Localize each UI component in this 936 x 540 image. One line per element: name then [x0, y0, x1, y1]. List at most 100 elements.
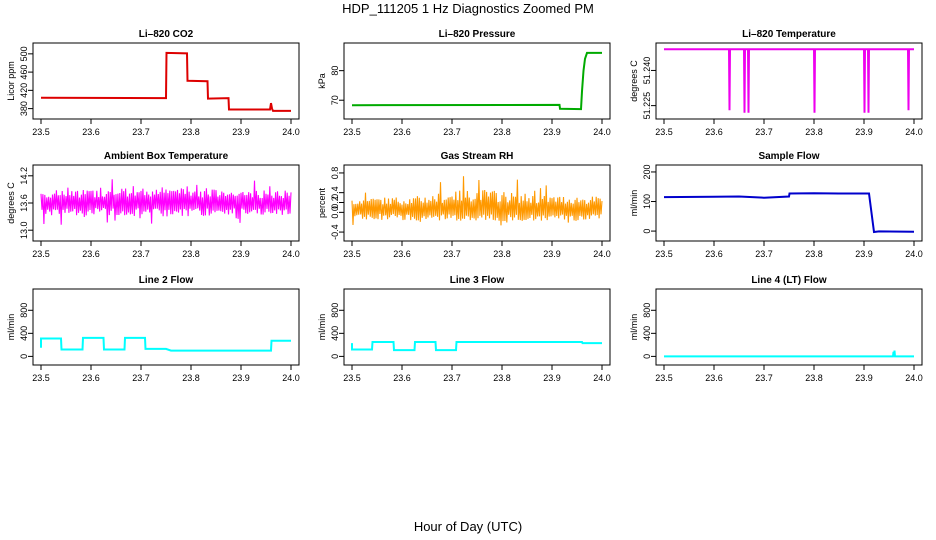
plot-frame: [655, 42, 923, 120]
x-tick-label: 23.5: [343, 373, 361, 383]
x-tick-label: 24.0: [905, 127, 923, 137]
panel-title: Li–820 Pressure: [439, 29, 516, 40]
panel-title: Ambient Box Temperature: [104, 151, 229, 162]
chart-panel: Gas Stream RH 23.5 23.6 23.7 23.8 23.9 24.0 -0.…: [317, 151, 611, 259]
x-tick-label: 23.8: [182, 127, 200, 137]
plot-frame: [655, 164, 923, 242]
x-tick-label: 23.9: [543, 127, 561, 137]
panel-title: Li–820 Temperature: [742, 29, 836, 40]
y-tick-label: 100: [642, 194, 652, 209]
x-tick-label: 23.6: [393, 373, 411, 383]
plot-frame: [655, 288, 923, 366]
chart-panel: Line 4 (LT) Flow 23.5 23.6 23.7 23.8 23.9 24.0…: [629, 275, 923, 383]
y-tick-label: 14.2: [19, 167, 29, 185]
series-line: [40, 179, 292, 225]
chart-panel: Li–820 CO2 23.5 23.6 23.7 23.8 23.9 24.0 380 420…: [6, 29, 300, 137]
x-tick-label: 23.5: [655, 249, 673, 259]
panel-title: Gas Stream RH: [441, 151, 514, 162]
series-line: [351, 51, 602, 111]
chart-panel: Li–820 Pressure 23.5 23.6 23.7 23.8 23.9 24.0 7…: [317, 29, 611, 137]
x-tick-label: 23.9: [543, 249, 561, 259]
x-tick-label: 24.0: [282, 249, 300, 259]
panel-title: Line 3 Flow: [450, 275, 505, 286]
series-line: [351, 176, 603, 226]
x-tick-label: 23.7: [755, 127, 773, 137]
y-tick-label: 51.240: [642, 57, 652, 85]
x-tick-label: 23.7: [132, 373, 150, 383]
x-tick-label: 23.9: [232, 127, 250, 137]
panel-title: Sample Flow: [758, 151, 819, 162]
y-axis-label: degrees C: [6, 182, 16, 224]
series-line: [664, 350, 914, 358]
x-tick-label: 23.8: [493, 373, 511, 383]
series-line: [40, 336, 291, 352]
x-tick-label: 23.7: [443, 127, 461, 137]
y-tick-label: 0: [19, 354, 29, 359]
y-axis-label: ml/min: [6, 314, 16, 341]
plot-frame: [32, 42, 300, 120]
x-tick-label: 23.8: [182, 373, 200, 383]
series-line: [663, 192, 915, 234]
y-axis-label: percent: [317, 187, 327, 218]
y-tick-label: 400: [642, 326, 652, 341]
x-tick-label: 24.0: [593, 249, 611, 259]
y-tick-label: 400: [330, 326, 340, 341]
y-tick-label: -0.4: [330, 224, 340, 240]
x-tick-label: 23.6: [705, 373, 723, 383]
panel-title: Line 4 (LT) Flow: [751, 275, 827, 286]
x-tick-label: 23.9: [855, 127, 873, 137]
x-tick-label: 23.7: [755, 373, 773, 383]
y-axis-label: ml/min: [317, 314, 327, 341]
x-tick-label: 23.8: [493, 127, 511, 137]
plot-frame: [343, 288, 611, 366]
x-tick-label: 23.9: [855, 249, 873, 259]
figure-title: HDP_111205 1 Hz Diagnostics Zoomed PM: [342, 1, 594, 16]
x-tick-label: 23.6: [82, 373, 100, 383]
panel-title: Li–820 CO2: [139, 29, 194, 40]
x-tick-label: 24.0: [905, 373, 923, 383]
y-tick-label: 13.0: [19, 221, 29, 239]
x-tick-label: 23.5: [343, 249, 361, 259]
x-tick-label: 23.8: [805, 373, 823, 383]
y-tick-label: 0: [330, 354, 340, 359]
series-line: [351, 341, 602, 352]
x-tick-label: 23.7: [443, 249, 461, 259]
y-tick-label: 420: [19, 83, 29, 98]
y-axis-label: degrees C: [629, 60, 639, 102]
y-tick-label: 0: [642, 354, 652, 359]
y-tick-label: 200: [642, 164, 652, 179]
y-tick-label: 800: [19, 303, 29, 318]
chart-panel: Sample Flow 23.5 23.6 23.7 23.8 23.9 24.0 0 100 2…: [629, 151, 923, 259]
chart-panel: Li–820 Temperature 23.5 23.6 23.7 23.8 23.9 24…: [629, 29, 923, 137]
x-tick-label: 23.9: [543, 373, 561, 383]
x-tick-label: 23.5: [32, 249, 50, 259]
chart-panel: Line 3 Flow 23.5 23.6 23.7 23.8 23.9 24.0 0 400 8…: [317, 275, 611, 383]
series-line: [40, 51, 291, 112]
y-tick-label: 800: [330, 303, 340, 318]
y-tick-label: 380: [19, 101, 29, 116]
x-tick-label: 23.6: [82, 249, 100, 259]
x-tick-label: 24.0: [282, 127, 300, 137]
y-tick-label: 400: [19, 326, 29, 341]
x-tick-label: 23.9: [855, 373, 873, 383]
x-tick-label: 23.5: [343, 127, 361, 137]
x-tick-label: 24.0: [593, 127, 611, 137]
figure-xlabel: Hour of Day (UTC): [414, 519, 522, 534]
x-tick-label: 23.8: [805, 249, 823, 259]
x-tick-label: 23.7: [132, 249, 150, 259]
x-tick-label: 23.5: [655, 373, 673, 383]
x-tick-label: 23.5: [32, 127, 50, 137]
panel-grid: Li–820 CO2 23.5 23.6 23.7 23.8 23.9 24.0 380 420…: [6, 29, 923, 383]
x-tick-label: 24.0: [282, 373, 300, 383]
x-tick-label: 23.5: [655, 127, 673, 137]
y-axis-label: ml/min: [629, 314, 639, 341]
series-line: [664, 48, 914, 113]
x-tick-label: 23.6: [82, 127, 100, 137]
y-tick-label: 0.2: [330, 196, 340, 209]
x-tick-label: 23.6: [393, 127, 411, 137]
y-tick-label: 13.6: [19, 194, 29, 212]
x-tick-label: 23.6: [393, 249, 411, 259]
y-tick-label: 70: [330, 95, 340, 105]
y-tick-label: 500: [19, 46, 29, 61]
